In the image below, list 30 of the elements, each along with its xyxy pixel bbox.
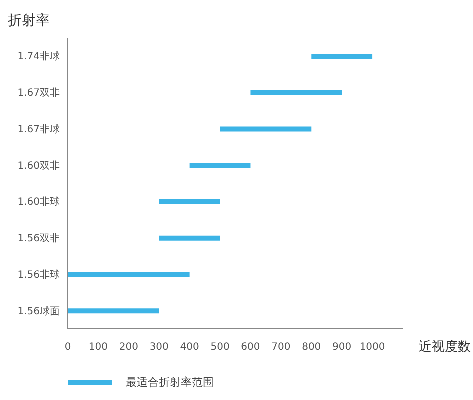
x-tick-label: 800 bbox=[302, 342, 322, 354]
x-tick-label: 600 bbox=[241, 342, 260, 354]
x-tick-label: 400 bbox=[180, 342, 200, 354]
y-tick-label: 1.56非球 bbox=[18, 268, 60, 281]
y-tick-label: 1.56球面 bbox=[18, 305, 60, 318]
y-axis-title: 折射率 bbox=[8, 12, 50, 30]
y-tick-label: 1.74非球 bbox=[18, 50, 60, 63]
y-tick-label: 1.60非球 bbox=[18, 196, 60, 208]
x-tick-label: 100 bbox=[88, 342, 108, 354]
x-tick-label: 300 bbox=[150, 342, 169, 354]
bar bbox=[220, 126, 312, 132]
y-tick-label: 1.56双非 bbox=[18, 232, 60, 245]
y-tick-label: 1.60双非 bbox=[18, 160, 60, 172]
x-tick-label: 0 bbox=[64, 342, 72, 354]
bar bbox=[159, 236, 220, 241]
bar bbox=[312, 54, 373, 59]
x-tick-label: 1000 bbox=[360, 342, 386, 354]
bar bbox=[250, 90, 342, 96]
x-axis-title: 近视度数 bbox=[419, 339, 471, 356]
y-tick-label: 1.67非球 bbox=[18, 123, 60, 136]
bar bbox=[68, 272, 190, 278]
bar bbox=[190, 163, 251, 168]
bar bbox=[68, 308, 160, 314]
x-tick-label: 500 bbox=[210, 342, 230, 354]
x-tick-label: 700 bbox=[272, 342, 291, 354]
x-tick-label: 200 bbox=[119, 342, 138, 354]
y-tick-label: 1.67双非 bbox=[18, 87, 60, 100]
x-tick-label: 900 bbox=[332, 342, 352, 354]
legend-label: 最适合折射率范围 bbox=[125, 375, 214, 390]
bar bbox=[159, 200, 220, 204]
